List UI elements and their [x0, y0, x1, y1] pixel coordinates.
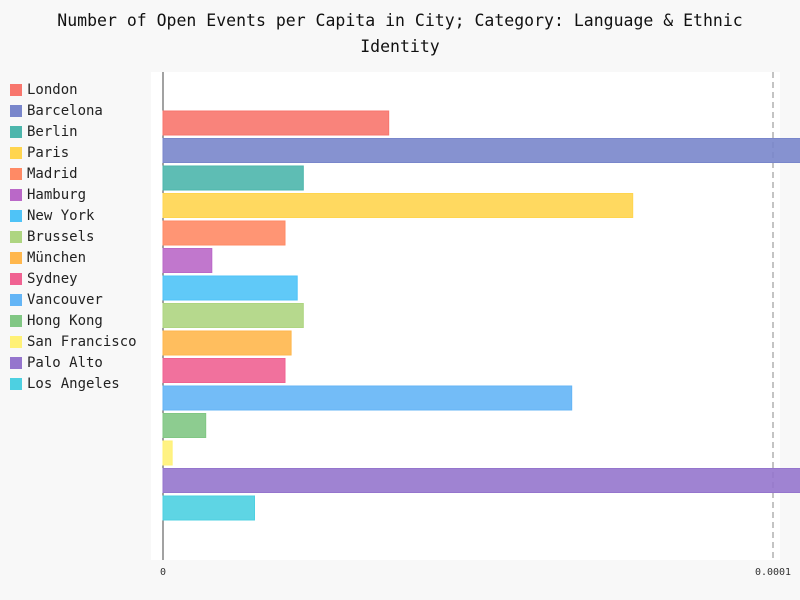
- legend-swatch: [10, 314, 22, 327]
- legend-item[interactable]: Vancouver: [10, 289, 137, 310]
- legend-label: Brussels: [27, 228, 95, 245]
- bar-berlin[interactable]: [162, 165, 304, 191]
- bar-paris[interactable]: [162, 193, 634, 218]
- legend-item[interactable]: Barcelona: [10, 100, 137, 121]
- legend-label: Madrid: [27, 165, 78, 182]
- legend-swatch: [10, 356, 22, 369]
- legend-swatch: [10, 251, 22, 264]
- legend-item[interactable]: Paris: [10, 142, 137, 163]
- chart-title-line-1: Number of Open Events per Capita in City…: [57, 11, 743, 30]
- legend: London Barcelona Berlin Paris Madrid Hamburg N…: [10, 79, 137, 394]
- legend-label: Barcelona: [27, 102, 103, 119]
- bar-barcelona[interactable]: [162, 138, 800, 163]
- legend-label: Paris: [27, 144, 70, 161]
- legend-swatch: [10, 377, 22, 390]
- legend-label: Sydney: [27, 270, 78, 287]
- legend-item[interactable]: Berlin: [10, 121, 137, 142]
- bar-new-york[interactable]: [162, 275, 298, 301]
- x-tick-label: 0: [160, 567, 166, 578]
- bar-vancouver[interactable]: [162, 385, 573, 411]
- legend-item[interactable]: Sydney: [10, 268, 137, 289]
- legend-swatch: [10, 209, 22, 222]
- legend-item[interactable]: Los Angeles: [10, 373, 137, 394]
- legend-label: Vancouver: [27, 291, 103, 308]
- legend-item[interactable]: New York: [10, 205, 137, 226]
- legend-label: Hamburg: [27, 186, 87, 203]
- legend-item[interactable]: Brussels: [10, 226, 137, 247]
- bar-madrid[interactable]: [162, 220, 286, 246]
- legend-item[interactable]: San Francisco: [10, 331, 137, 352]
- legend-item[interactable]: London: [10, 79, 137, 100]
- x-tick-label: 0.0001: [755, 567, 791, 578]
- bar-brussels[interactable]: [162, 303, 304, 328]
- legend-item[interactable]: Hong Kong: [10, 310, 137, 331]
- legend-label: Hong Kong: [27, 312, 103, 329]
- legend-item[interactable]: Hamburg: [10, 184, 137, 205]
- bar-hamburg[interactable]: [162, 248, 213, 273]
- bar-london[interactable]: [162, 110, 390, 136]
- bar-sydney[interactable]: [162, 358, 286, 383]
- legend-item[interactable]: München: [10, 247, 137, 268]
- bar-los-angeles[interactable]: [162, 495, 255, 521]
- legend-swatch: [10, 104, 22, 117]
- legend-item[interactable]: Palo Alto: [10, 352, 137, 373]
- bar-m-nchen[interactable]: [162, 330, 292, 356]
- legend-label: London: [27, 81, 78, 98]
- bar-san-francisco[interactable]: [162, 440, 173, 466]
- legend-swatch: [10, 293, 22, 306]
- legend-swatch: [10, 83, 22, 96]
- legend-swatch: [10, 272, 22, 285]
- legend-swatch: [10, 167, 22, 180]
- legend-swatch: [10, 146, 22, 159]
- legend-label: Los Angeles: [27, 375, 120, 392]
- legend-label: San Francisco: [27, 333, 137, 350]
- legend-label: München: [27, 249, 87, 266]
- legend-item[interactable]: Madrid: [10, 163, 137, 184]
- chart-title-line-2: Identity: [360, 37, 440, 56]
- legend-label: New York: [27, 207, 95, 224]
- legend-swatch: [10, 188, 22, 201]
- legend-swatch: [10, 125, 22, 138]
- bar-hong-kong[interactable]: [162, 413, 207, 438]
- legend-label: Palo Alto: [27, 354, 103, 371]
- chart-title: Number of Open Events per Capita in City…: [0, 8, 800, 60]
- legend-swatch: [10, 230, 22, 243]
- legend-label: Berlin: [27, 123, 78, 140]
- legend-swatch: [10, 335, 22, 348]
- bar-palo-alto[interactable]: [162, 468, 800, 493]
